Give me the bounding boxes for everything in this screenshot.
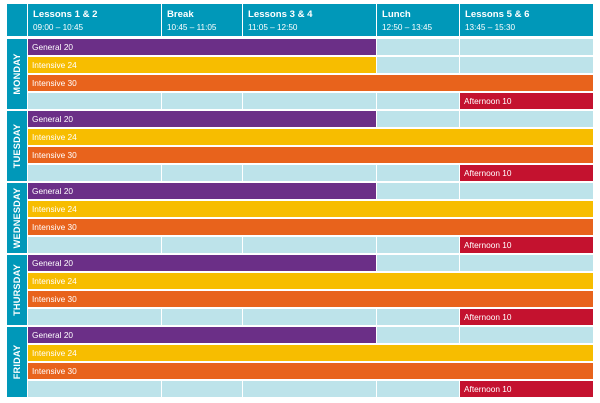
header-title: Lessons 3 & 4 [248, 9, 313, 20]
column-divider [459, 57, 460, 73]
day-label-tuesday: TUESDAY [7, 111, 27, 181]
day-name: WEDNESDAY [12, 187, 22, 249]
column-divider [161, 237, 162, 253]
column-divider [376, 183, 377, 199]
day-label-friday: FRIDAY [7, 327, 27, 397]
course-bar-afternoon-10: Afternoon 10 [460, 237, 593, 253]
column-divider [242, 237, 243, 253]
day-name: THURSDAY [12, 264, 22, 316]
column-divider [459, 255, 460, 271]
column-divider [459, 183, 460, 199]
course-bar-general-20: General 20 [28, 255, 376, 271]
column-divider [376, 381, 377, 397]
empty-row [28, 93, 593, 109]
course-bar-intensive-24: Intensive 24 [28, 345, 593, 361]
column-divider [459, 309, 460, 325]
column-divider [242, 309, 243, 325]
course-bar-intensive-24: Intensive 24 [28, 129, 593, 145]
column-divider [459, 111, 460, 127]
empty-row [28, 381, 593, 397]
header-time: 12:50 – 13:45 [382, 23, 433, 32]
header-title: Lessons 1 & 2 [33, 9, 98, 20]
course-bar-afternoon-10: Afternoon 10 [460, 381, 593, 397]
empty-row [28, 165, 593, 181]
column-divider [376, 327, 377, 343]
course-bar-intensive-30: Intensive 30 [28, 147, 593, 163]
header-time: 09:00 – 10:45 [33, 23, 84, 32]
course-bar-intensive-24: Intensive 24 [28, 57, 376, 73]
column-divider [459, 327, 460, 343]
column-divider [376, 39, 377, 55]
header-lessons-5-6: Lessons 5 & 6 13:45 – 15:30 [460, 4, 593, 36]
day-name: MONDAY [12, 53, 22, 95]
course-bar-intensive-30: Intensive 30 [28, 75, 593, 91]
course-bar-intensive-24: Intensive 24 [28, 273, 593, 289]
column-divider [459, 93, 460, 109]
column-divider [459, 39, 460, 55]
header-corner [7, 4, 27, 36]
column-divider [161, 93, 162, 109]
course-bar-intensive-30: Intensive 30 [28, 291, 593, 307]
day-label-wednesday: WEDNESDAY [7, 183, 27, 253]
header-break: Break 10:45 – 11:05 [162, 4, 242, 36]
day-name: FRIDAY [12, 344, 22, 380]
column-divider [242, 165, 243, 181]
header-time: 11:05 – 12:50 [248, 23, 298, 32]
day-name: TUESDAY [12, 123, 22, 169]
column-divider [376, 165, 377, 181]
header-lunch: Lunch 12:50 – 13:45 [377, 4, 459, 36]
column-divider [376, 255, 377, 271]
course-bar-general-20: General 20 [28, 183, 376, 199]
column-divider [161, 381, 162, 397]
column-divider [459, 237, 460, 253]
header-lessons-1-2: Lessons 1 & 2 09:00 – 10:45 [28, 4, 161, 36]
header-title: Lunch [382, 9, 411, 20]
header-lessons-3-4: Lessons 3 & 4 11:05 – 12:50 [243, 4, 376, 36]
course-bar-intensive-30: Intensive 30 [28, 219, 593, 235]
course-bar-intensive-24: Intensive 24 [28, 201, 593, 217]
column-divider [242, 93, 243, 109]
course-bar-intensive-30: Intensive 30 [28, 363, 593, 379]
course-bar-general-20: General 20 [28, 111, 376, 127]
header-time: 10:45 – 11:05 [167, 23, 217, 32]
course-bar-afternoon-10: Afternoon 10 [460, 309, 593, 325]
empty-row [28, 237, 593, 253]
column-divider [376, 309, 377, 325]
column-divider [242, 381, 243, 397]
column-divider [161, 165, 162, 181]
course-bar-afternoon-10: Afternoon 10 [460, 165, 593, 181]
header-title: Break [167, 9, 194, 20]
column-divider [376, 237, 377, 253]
course-bar-general-20: General 20 [28, 327, 376, 343]
column-divider [376, 57, 377, 73]
column-divider [459, 165, 460, 181]
empty-row [28, 309, 593, 325]
header-title: Lessons 5 & 6 [465, 9, 530, 20]
column-divider [376, 93, 377, 109]
column-divider [459, 381, 460, 397]
column-divider [376, 111, 377, 127]
header-time: 13:45 – 15:30 [465, 23, 516, 32]
course-bar-afternoon-10: Afternoon 10 [460, 93, 593, 109]
day-label-thursday: THURSDAY [7, 255, 27, 325]
course-bar-general-20: General 20 [28, 39, 376, 55]
column-divider [161, 309, 162, 325]
day-label-monday: MONDAY [7, 39, 27, 109]
